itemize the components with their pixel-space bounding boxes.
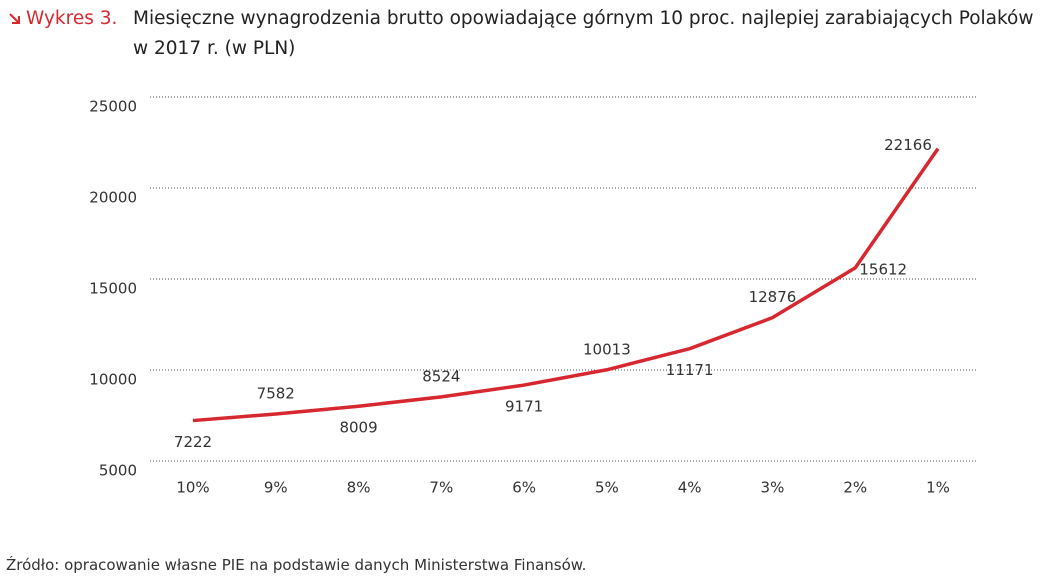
value-label: 8009: [339, 419, 377, 437]
y-tick-label: 15000: [89, 280, 137, 298]
x-tick-label: 8%: [347, 479, 371, 497]
x-tick-label: 7%: [429, 479, 453, 497]
y-tick-label: 25000: [89, 98, 137, 116]
value-label: 10013: [583, 340, 631, 358]
x-tick-label: 6%: [512, 479, 536, 497]
header: Wykres 3. Miesięczne wynagrodzenia brutt…: [8, 4, 1053, 64]
x-tick-label: 3%: [761, 479, 785, 497]
y-tick-label: 5000: [99, 462, 137, 480]
x-tick-label: 10%: [176, 479, 209, 497]
chart-label-wrap: Wykres 3.: [8, 4, 117, 34]
value-label: 11171: [666, 361, 714, 379]
source-note: Źródło: opracowanie własne PIE na podsta…: [6, 556, 587, 574]
y-tick-label: 10000: [89, 371, 137, 389]
value-label: 8524: [422, 367, 460, 385]
value-label: 22166: [884, 136, 932, 154]
value-label: 7222: [174, 433, 212, 451]
value-label: 9171: [505, 398, 543, 416]
chart-title: Miesięczne wynagrodzenia brutto opowiada…: [133, 8, 1034, 59]
chart: 5000 10000 15000 20000 25000 10% 9% 8% 7% 6% 5% 4% 3…: [89, 96, 978, 497]
value-label: 12876: [749, 288, 797, 306]
x-tick-label: 5%: [595, 479, 619, 497]
x-tick-label: 2%: [843, 479, 867, 497]
value-label: 15612: [859, 260, 907, 278]
chart-label: Wykres 3.: [26, 8, 118, 29]
x-tick-label: 1%: [926, 479, 950, 497]
value-label: 7582: [257, 385, 295, 403]
y-tick-label: 20000: [89, 189, 137, 207]
x-tick-label: 4%: [678, 479, 702, 497]
arrow-icon: [9, 13, 20, 24]
data-line: [192, 147, 940, 423]
x-tick-label: 9%: [264, 479, 288, 497]
